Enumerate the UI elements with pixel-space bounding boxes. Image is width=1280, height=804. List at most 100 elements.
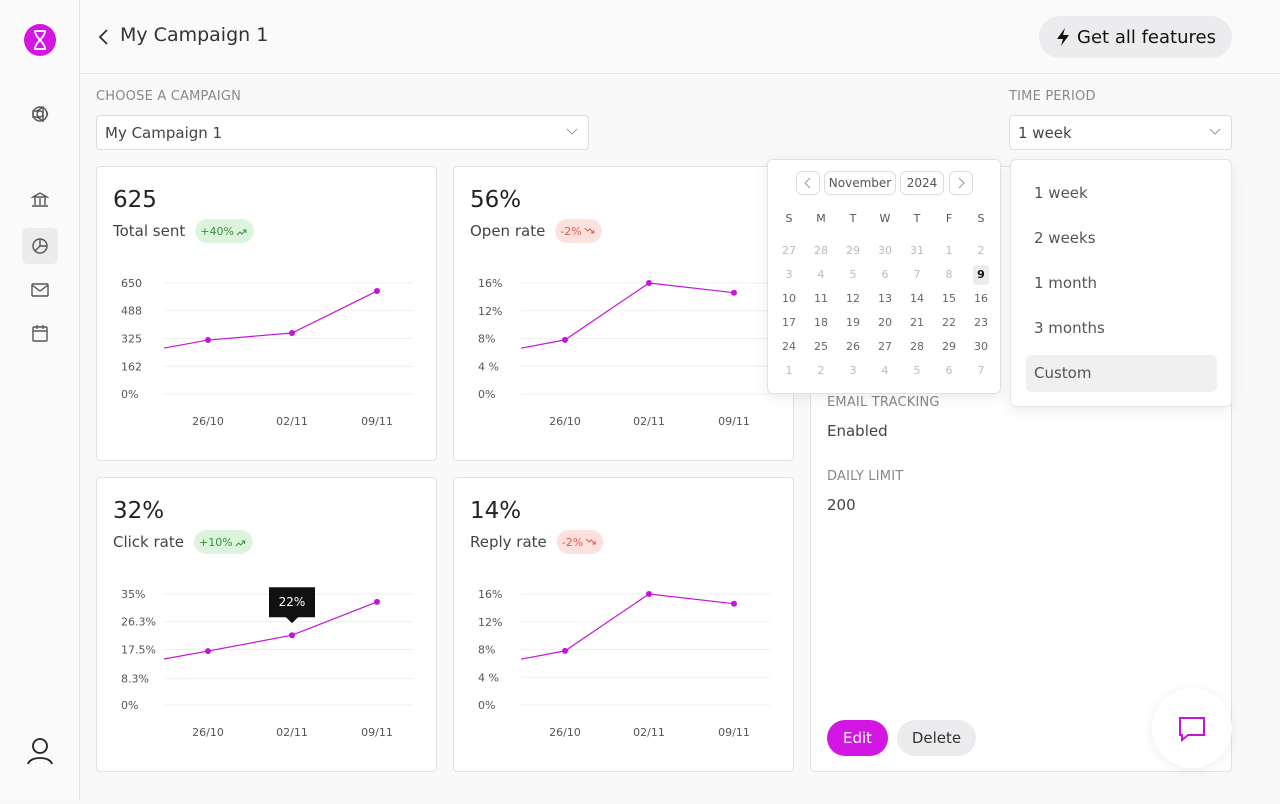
nav-analytics[interactable]: [32, 238, 48, 254]
weekday: S: [785, 212, 793, 225]
cta-button[interactable]: Get all features: [1039, 16, 1232, 58]
header: My Campaign 1 Get all features: [80, 0, 1280, 74]
period-option[interactable]: 1 week: [1034, 184, 1088, 202]
x-tick-label: 26/10: [192, 726, 224, 739]
day[interactable]: 7: [913, 268, 921, 281]
day[interactable]: 10: [782, 292, 796, 305]
metric-card: 625 Total sent +40% 0% 162 325 488 650 26/10 02/1…: [96, 166, 437, 461]
weekday: M: [816, 212, 826, 225]
sidebar-icons: [22, 24, 58, 765]
day[interactable]: 14: [910, 292, 924, 305]
day[interactable]: 9: [973, 265, 989, 285]
y-tick-label: 35%: [121, 588, 145, 601]
field-value: 200: [827, 496, 856, 514]
day[interactable]: 5: [849, 268, 857, 281]
day[interactable]: 27: [782, 244, 796, 257]
y-tick-label: 0%: [478, 388, 495, 401]
y-tick-label: 12%: [478, 616, 502, 629]
period-option[interactable]: 3 months: [1034, 319, 1105, 337]
y-tick-label: 4 %: [478, 360, 499, 373]
period-option[interactable]: 1 month: [1034, 274, 1097, 292]
day[interactable]: 2: [977, 244, 985, 257]
day[interactable]: 21: [910, 316, 924, 329]
day[interactable]: 1: [945, 244, 953, 257]
day[interactable]: 30: [878, 244, 892, 257]
day[interactable]: 1: [785, 364, 793, 377]
point: [205, 337, 211, 344]
day[interactable]: 17: [782, 316, 796, 329]
x-tick-label: 02/11: [276, 415, 308, 428]
day[interactable]: 29: [942, 340, 956, 353]
trend-icon: [585, 538, 596, 545]
day[interactable]: 2: [817, 364, 825, 377]
day[interactable]: 28: [814, 244, 828, 257]
weekday: W: [879, 212, 891, 225]
period-select[interactable]: 1 week: [1009, 115, 1232, 150]
day[interactable]: 4: [817, 268, 825, 281]
weekday: S: [977, 212, 985, 225]
day[interactable]: 26: [846, 340, 860, 353]
metric-value: 56%: [470, 187, 521, 213]
x-tick-label: 02/11: [276, 726, 308, 739]
day[interactable]: 3: [849, 364, 857, 377]
card-chart: 14% Reply rate -2% 0% 4 % 8% 12% 16% 26/10 02/11 0…: [470, 498, 770, 739]
y-tick-label: 162: [121, 360, 142, 373]
day[interactable]: 3: [785, 268, 793, 281]
day[interactable]: 4: [881, 364, 889, 377]
metric-card: 14% Reply rate -2% 0% 4 % 8% 12% 16% 26/10 02/11 0…: [453, 477, 794, 772]
day[interactable]: 30: [974, 340, 988, 353]
day[interactable]: 28: [910, 340, 924, 353]
nav-bank[interactable]: [30, 192, 50, 207]
chat-button[interactable]: [1152, 688, 1232, 768]
next-month[interactable]: [949, 171, 973, 195]
day[interactable]: 5: [913, 364, 921, 377]
day[interactable]: 8: [945, 268, 953, 281]
day[interactable]: 24: [782, 340, 796, 353]
nav-mail[interactable]: [31, 283, 49, 297]
day[interactable]: 25: [814, 340, 828, 353]
delete-button[interactable]: Delete: [897, 720, 976, 756]
day[interactable]: 31: [910, 244, 924, 257]
day[interactable]: 15: [942, 292, 956, 305]
period-label: TIME PERIOD: [1009, 89, 1096, 104]
day[interactable]: 11: [814, 292, 828, 305]
month-select[interactable]: November: [824, 171, 896, 195]
y-tick-label: 16%: [478, 277, 502, 290]
day[interactable]: 20: [878, 316, 892, 329]
day[interactable]: 27: [878, 340, 892, 353]
day[interactable]: 12: [846, 292, 860, 305]
point: [289, 632, 295, 639]
day[interactable]: 22: [942, 316, 956, 329]
back-button[interactable]: [96, 28, 110, 46]
day[interactable]: 13: [878, 292, 892, 305]
x-tick-label: 09/11: [718, 726, 750, 739]
line: [520, 282, 735, 349]
period-option[interactable]: 2 weeks: [1034, 229, 1096, 247]
nav-profile[interactable]: [27, 738, 53, 765]
field-label: EMAIL TRACKING: [827, 395, 940, 410]
day[interactable]: 6: [881, 268, 889, 281]
campaign-select[interactable]: My Campaign 1: [96, 115, 589, 150]
trend-icon: [584, 227, 595, 234]
nav-calendar[interactable]: [32, 325, 48, 342]
nav-campaigns[interactable]: [32, 105, 49, 123]
prev-month[interactable]: [796, 171, 820, 195]
x-tick-label: 09/11: [361, 415, 393, 428]
day[interactable]: 7: [977, 364, 985, 377]
day[interactable]: 23: [974, 316, 988, 329]
y-tick-label: 8%: [478, 644, 495, 657]
period-option[interactable]: Custom: [1026, 355, 1217, 392]
point: [205, 648, 211, 655]
y-tick-label: 26.3%: [121, 616, 156, 629]
day[interactable]: 16: [974, 292, 988, 305]
point: [646, 280, 652, 286]
point: [562, 647, 568, 654]
day[interactable]: 18: [814, 316, 828, 329]
day[interactable]: 19: [846, 316, 860, 329]
day[interactable]: 29: [846, 244, 860, 257]
metric-label: Click rate: [113, 533, 184, 551]
day[interactable]: 6: [945, 364, 953, 377]
y-tick-label: 4 %: [478, 671, 499, 684]
edit-button[interactable]: Edit: [827, 720, 888, 756]
year-select[interactable]: 2024: [900, 171, 944, 195]
